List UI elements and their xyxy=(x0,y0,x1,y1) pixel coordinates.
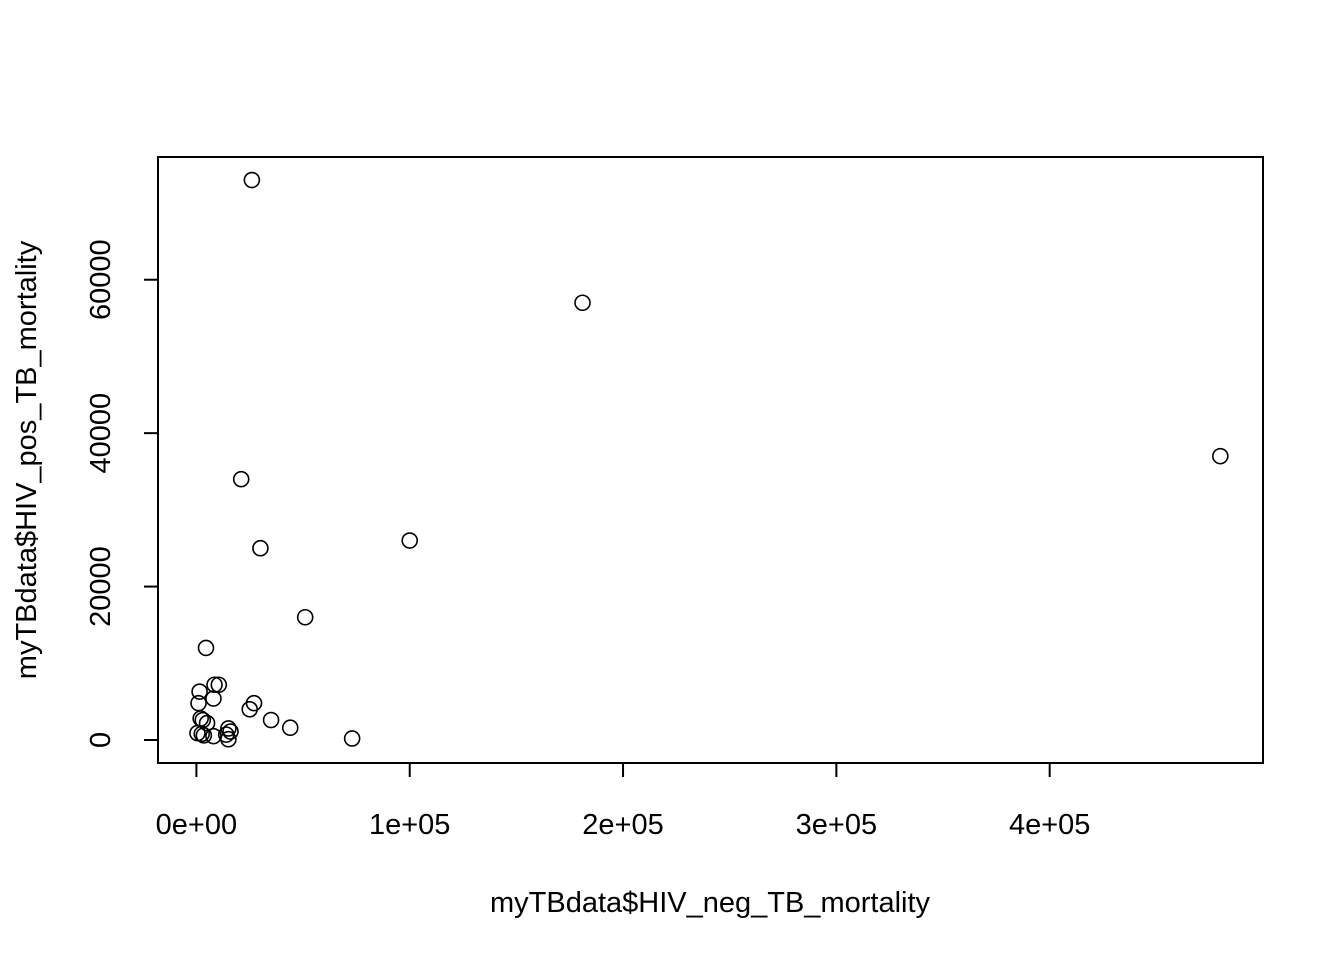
data-point xyxy=(190,694,207,712)
data-point xyxy=(343,730,361,747)
data-point xyxy=(281,719,299,737)
data-point xyxy=(262,711,280,729)
y-tick-label: 0 xyxy=(85,732,117,748)
x-tick-label: 1e+05 xyxy=(369,809,450,841)
data-point xyxy=(195,727,213,744)
x-tick-label: 0e+00 xyxy=(156,809,237,841)
data-point xyxy=(198,714,216,732)
y-tick-label: 20000 xyxy=(85,546,117,627)
data-point xyxy=(1212,447,1229,465)
plot-frame xyxy=(157,156,1264,764)
data-point xyxy=(222,723,239,740)
data-point xyxy=(296,608,314,626)
data-point xyxy=(220,730,237,748)
data-point xyxy=(574,294,591,312)
data-point xyxy=(252,539,269,557)
y-axis-label: myTBdata$HIV_pos_TB_mortality xyxy=(11,240,43,679)
y-tick-label: 40000 xyxy=(85,393,117,474)
x-axis-label: myTBdata$HIV_neg_TB_mortality xyxy=(490,887,931,919)
y-tick-label: 60000 xyxy=(85,239,117,320)
data-point xyxy=(232,470,250,488)
data-point xyxy=(193,725,211,743)
data-point xyxy=(243,171,261,189)
data-point xyxy=(401,532,419,549)
x-tick-label: 4e+05 xyxy=(1009,809,1090,841)
x-tick-label: 2e+05 xyxy=(582,809,663,841)
y-axis: 0 20000 40000 60000 xyxy=(85,239,159,748)
x-axis: 0e+00 1e+05 2e+05 3e+05 4e+05 xyxy=(156,762,1090,841)
x-tick-label: 3e+05 xyxy=(796,809,877,841)
data-points xyxy=(189,171,1229,748)
data-point xyxy=(197,639,215,657)
data-point xyxy=(206,676,223,694)
data-point xyxy=(205,690,222,707)
data-point xyxy=(191,683,208,700)
data-point xyxy=(241,701,259,718)
